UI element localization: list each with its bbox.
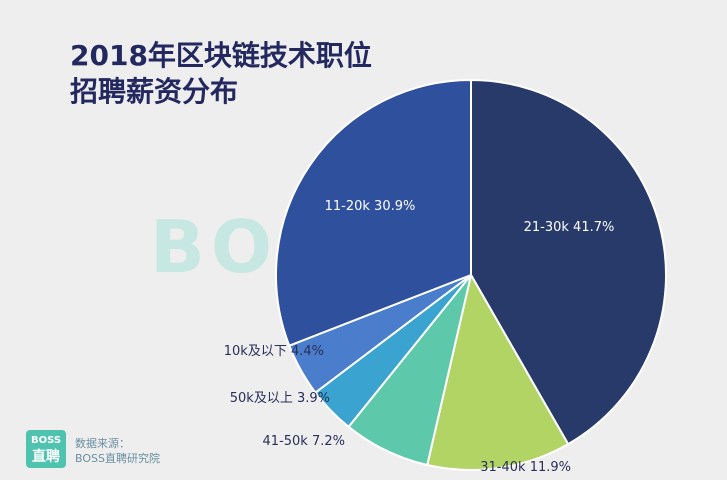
slice-label-21-30k: 21-30k 41.7% bbox=[524, 220, 615, 235]
slice-label-41-50k: 41-50k 7.2% bbox=[263, 434, 345, 449]
slice-label-10k及以下: 10k及以下 4.4% bbox=[224, 344, 324, 359]
data-source: 数据来源： BOSS直聘研究院 bbox=[75, 436, 160, 466]
chart-title-line-1: 2018年区块链技术职位 bbox=[70, 39, 372, 72]
pie-slice-11-20k bbox=[275, 78, 472, 347]
slice-label-50k及以上: 50k及以上 3.9% bbox=[230, 391, 330, 406]
slice-label-11-20k: 11-20k 30.9% bbox=[325, 199, 416, 214]
logo-line-1: BOSS bbox=[30, 435, 62, 446]
boss-logo: BOSS 直聘 bbox=[26, 430, 66, 468]
chart-title-line-2: 招聘薪资分布 bbox=[70, 75, 239, 108]
pie-slice-31-40k bbox=[426, 272, 570, 471]
slice-label-31-40k: 31-40k 11.9% bbox=[480, 460, 571, 475]
pie-slice-21-30k bbox=[470, 78, 667, 446]
source-label: 数据来源： bbox=[75, 437, 130, 450]
source-name: BOSS直聘研究院 bbox=[75, 452, 160, 465]
logo-line-2: 直聘 bbox=[32, 449, 60, 465]
chart-title: 2018年区块链技术职位 招聘薪资分布 bbox=[70, 38, 372, 110]
